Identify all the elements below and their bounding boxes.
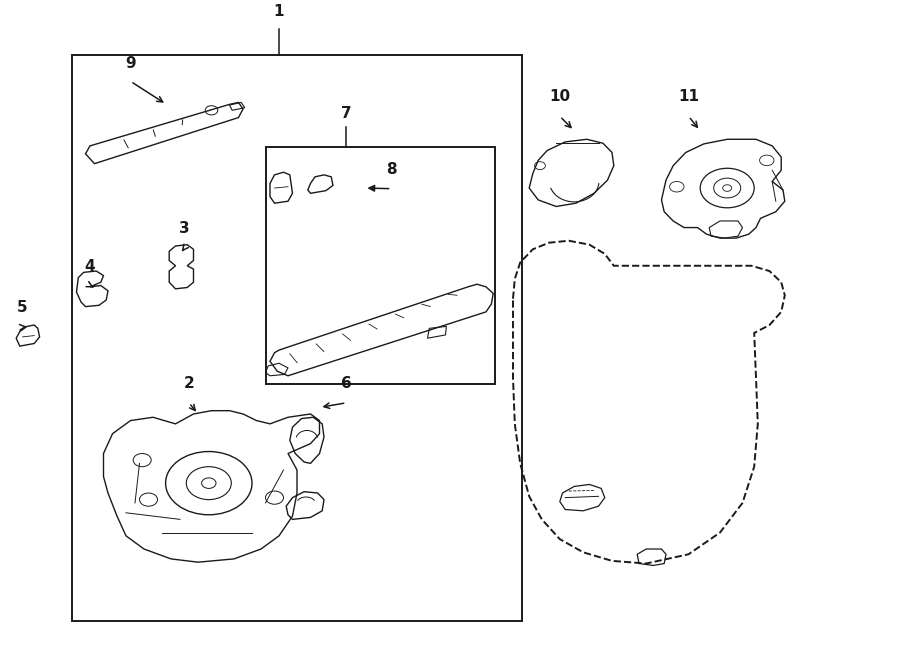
Text: 1: 1 xyxy=(274,4,284,19)
Text: 7: 7 xyxy=(340,106,351,121)
Text: 11: 11 xyxy=(678,89,699,104)
Text: 5: 5 xyxy=(17,300,28,315)
Text: 4: 4 xyxy=(85,258,95,274)
Text: 8: 8 xyxy=(386,162,397,177)
Bar xyxy=(72,55,522,621)
Text: 3: 3 xyxy=(179,221,190,236)
Text: 10: 10 xyxy=(549,89,571,104)
Bar xyxy=(266,147,495,384)
Text: 6: 6 xyxy=(341,376,352,391)
Text: 9: 9 xyxy=(125,56,136,71)
Text: 2: 2 xyxy=(184,376,194,391)
